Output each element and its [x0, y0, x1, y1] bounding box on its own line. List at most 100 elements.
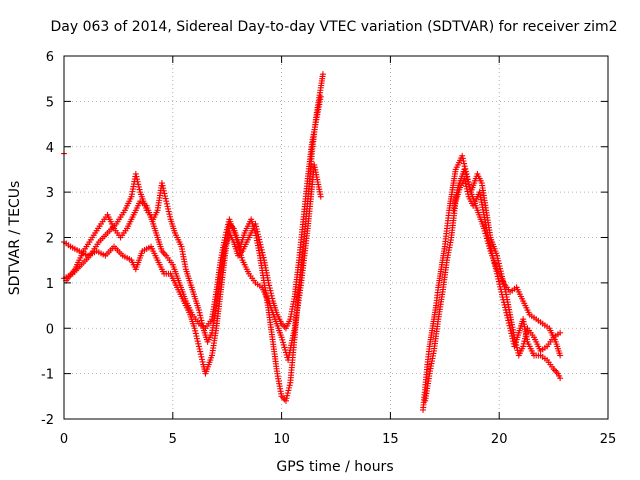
x-tick-label: 25 [600, 432, 617, 447]
axis-ticks: 0 5 10 15 20 25 -2 -1 0 1 2 3 4 5 6 [41, 50, 616, 447]
data-point [496, 281, 503, 288]
data-point [198, 353, 205, 360]
data-point [266, 285, 273, 292]
chart-title: Day 063 of 2014, Sidereal Day-to-day VTE… [51, 19, 618, 35]
data-point [317, 93, 324, 100]
data-point [194, 335, 201, 342]
data-point [195, 307, 202, 314]
data-point [166, 211, 173, 218]
data-point [197, 314, 204, 321]
data-point [503, 309, 510, 316]
data-point [557, 375, 564, 382]
data-point [505, 320, 512, 327]
data-point [500, 299, 507, 306]
x-tick-label: 20 [491, 432, 508, 447]
data-point [500, 296, 507, 303]
y-tick-label: 6 [46, 50, 54, 65]
data-point [160, 187, 167, 194]
data-point [195, 343, 202, 350]
data-point [505, 317, 512, 324]
data-point [197, 348, 204, 355]
data-point [192, 330, 199, 337]
data-point [459, 152, 466, 159]
y-tick-label: 1 [46, 277, 54, 292]
data-point [158, 180, 165, 187]
data-point [222, 231, 229, 238]
data-points [61, 71, 564, 413]
data-point [509, 335, 516, 342]
data-point [253, 223, 260, 230]
data-point [282, 397, 289, 404]
data-point [507, 327, 514, 334]
y-tick-label: 3 [46, 186, 54, 201]
data-point [502, 304, 509, 311]
data-point [266, 282, 273, 289]
data-point [285, 387, 292, 394]
data-point [254, 228, 261, 235]
data-point [192, 327, 199, 334]
x-tick-label: 15 [382, 432, 399, 447]
data-point [461, 160, 468, 167]
data-point [222, 234, 229, 241]
data-point [268, 290, 275, 297]
data-point [223, 226, 230, 233]
y-tick-label: 0 [46, 322, 54, 337]
data-point [258, 244, 265, 251]
y-axis-label: SDTVAR / TECUs [7, 181, 23, 296]
data-point [257, 241, 264, 248]
data-point [136, 186, 143, 193]
data-point [197, 351, 204, 358]
data-point [134, 176, 141, 183]
data-point [195, 340, 202, 347]
data-point [265, 279, 272, 286]
data-point [165, 208, 172, 215]
data-point [283, 395, 290, 402]
data-point [284, 390, 291, 397]
data-point [164, 203, 171, 210]
data-point [284, 392, 291, 399]
data-point [557, 352, 564, 359]
data-point [135, 181, 142, 188]
y-tick-label: 5 [46, 95, 54, 110]
data-point [498, 291, 505, 298]
data-point [503, 312, 510, 319]
data-point [502, 307, 509, 314]
x-axis-label: GPS time / hours [276, 459, 393, 475]
data-point [499, 294, 506, 301]
data-point [498, 288, 505, 295]
y-tick-label: -2 [41, 413, 54, 428]
data-point [160, 185, 167, 192]
data-point [194, 338, 201, 345]
data-point [259, 252, 266, 259]
data-point [508, 330, 515, 337]
x-tick-label: 0 [60, 432, 68, 447]
data-point [135, 183, 142, 190]
data-point [319, 71, 326, 78]
data-point [268, 292, 275, 299]
data-point [224, 224, 231, 231]
y-tick-label: 2 [46, 232, 54, 247]
data-point [497, 283, 504, 290]
data-point [163, 200, 170, 207]
data-point [165, 205, 172, 212]
data-point [193, 333, 200, 340]
data-point [258, 246, 265, 253]
data-point [317, 193, 324, 200]
data-point [260, 254, 267, 261]
data-point [162, 193, 169, 200]
data-point [159, 182, 166, 189]
data-point [286, 384, 293, 391]
data-point [134, 178, 141, 185]
data-point [161, 190, 168, 197]
data-point [254, 231, 261, 238]
grid [64, 56, 608, 419]
data-point [506, 322, 513, 329]
data-point [197, 312, 204, 319]
data-point [191, 325, 198, 332]
data-point [504, 314, 511, 321]
data-point [259, 249, 266, 256]
x-tick-label: 5 [169, 432, 177, 447]
data-point [459, 155, 466, 162]
data-point [267, 287, 274, 294]
